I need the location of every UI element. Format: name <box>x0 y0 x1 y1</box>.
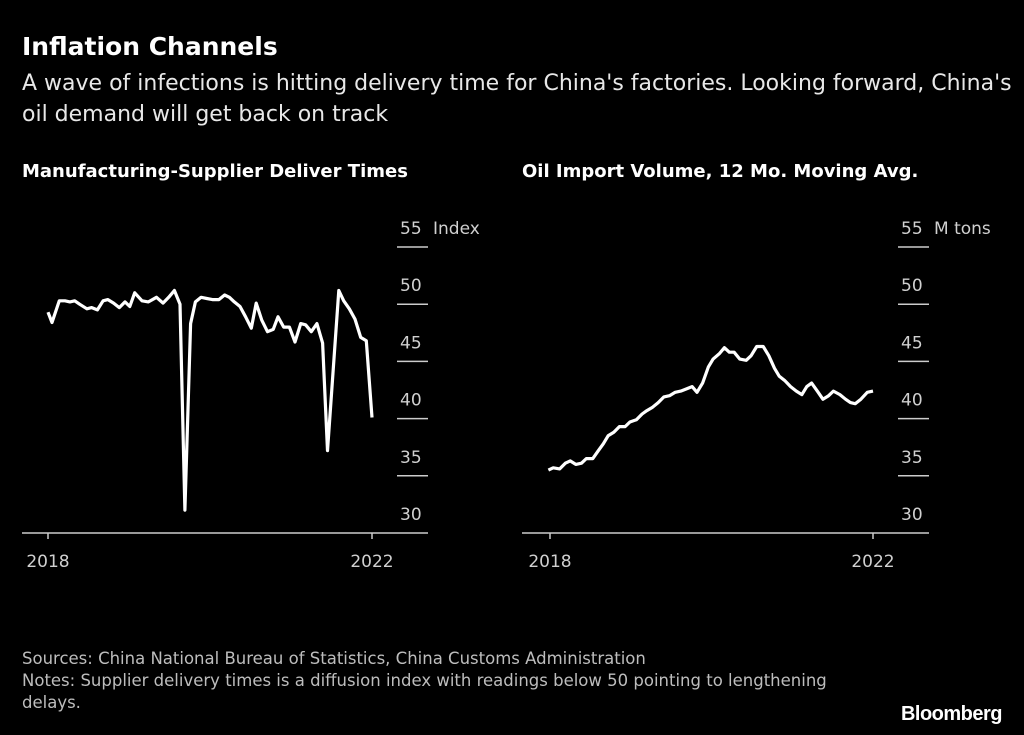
chart-title: Inflation Channels <box>22 32 278 61</box>
right-chart-title: Oil Import Volume, 12 Mo. Moving Avg. <box>522 161 919 182</box>
y-tick-label: 35 <box>400 448 422 468</box>
y-tick-label: 30 <box>400 505 422 525</box>
y-tick-label: 45 <box>400 333 422 353</box>
series-line <box>46 288 374 512</box>
y-tick-label: 40 <box>901 391 923 411</box>
y-tick-label: 50 <box>400 276 422 296</box>
x-tick-label: 2018 <box>26 552 69 572</box>
y-tick-label: 55 <box>400 219 422 239</box>
y-tick-label: 50 <box>901 276 923 296</box>
bloomberg-logo: Bloomberg <box>900 703 1003 725</box>
y-tick-label: 45 <box>901 333 923 353</box>
footnotes: Sources: China National Bureau of Statis… <box>22 648 872 714</box>
x-tick-label: 2018 <box>528 552 571 572</box>
series-line <box>547 344 874 472</box>
chart-subtitle: A wave of infections is hitting delivery… <box>22 71 1012 127</box>
x-tick-label: 2022 <box>350 552 393 572</box>
sources-note: Sources: China National Bureau of Statis… <box>22 649 646 668</box>
x-tick-label: 2022 <box>851 552 894 572</box>
y-tick-label: 55 <box>901 219 923 239</box>
y-tick-label: 30 <box>901 505 923 525</box>
left-chart-title: Manufacturing-Supplier Deliver Times <box>22 161 408 182</box>
notes: Notes: Supplier delivery times is a diff… <box>22 671 827 712</box>
y-tick-label: 40 <box>400 391 422 411</box>
y-unit-label: M tons <box>934 219 991 239</box>
y-tick-label: 35 <box>901 448 923 468</box>
y-unit-label: Index <box>433 219 480 239</box>
